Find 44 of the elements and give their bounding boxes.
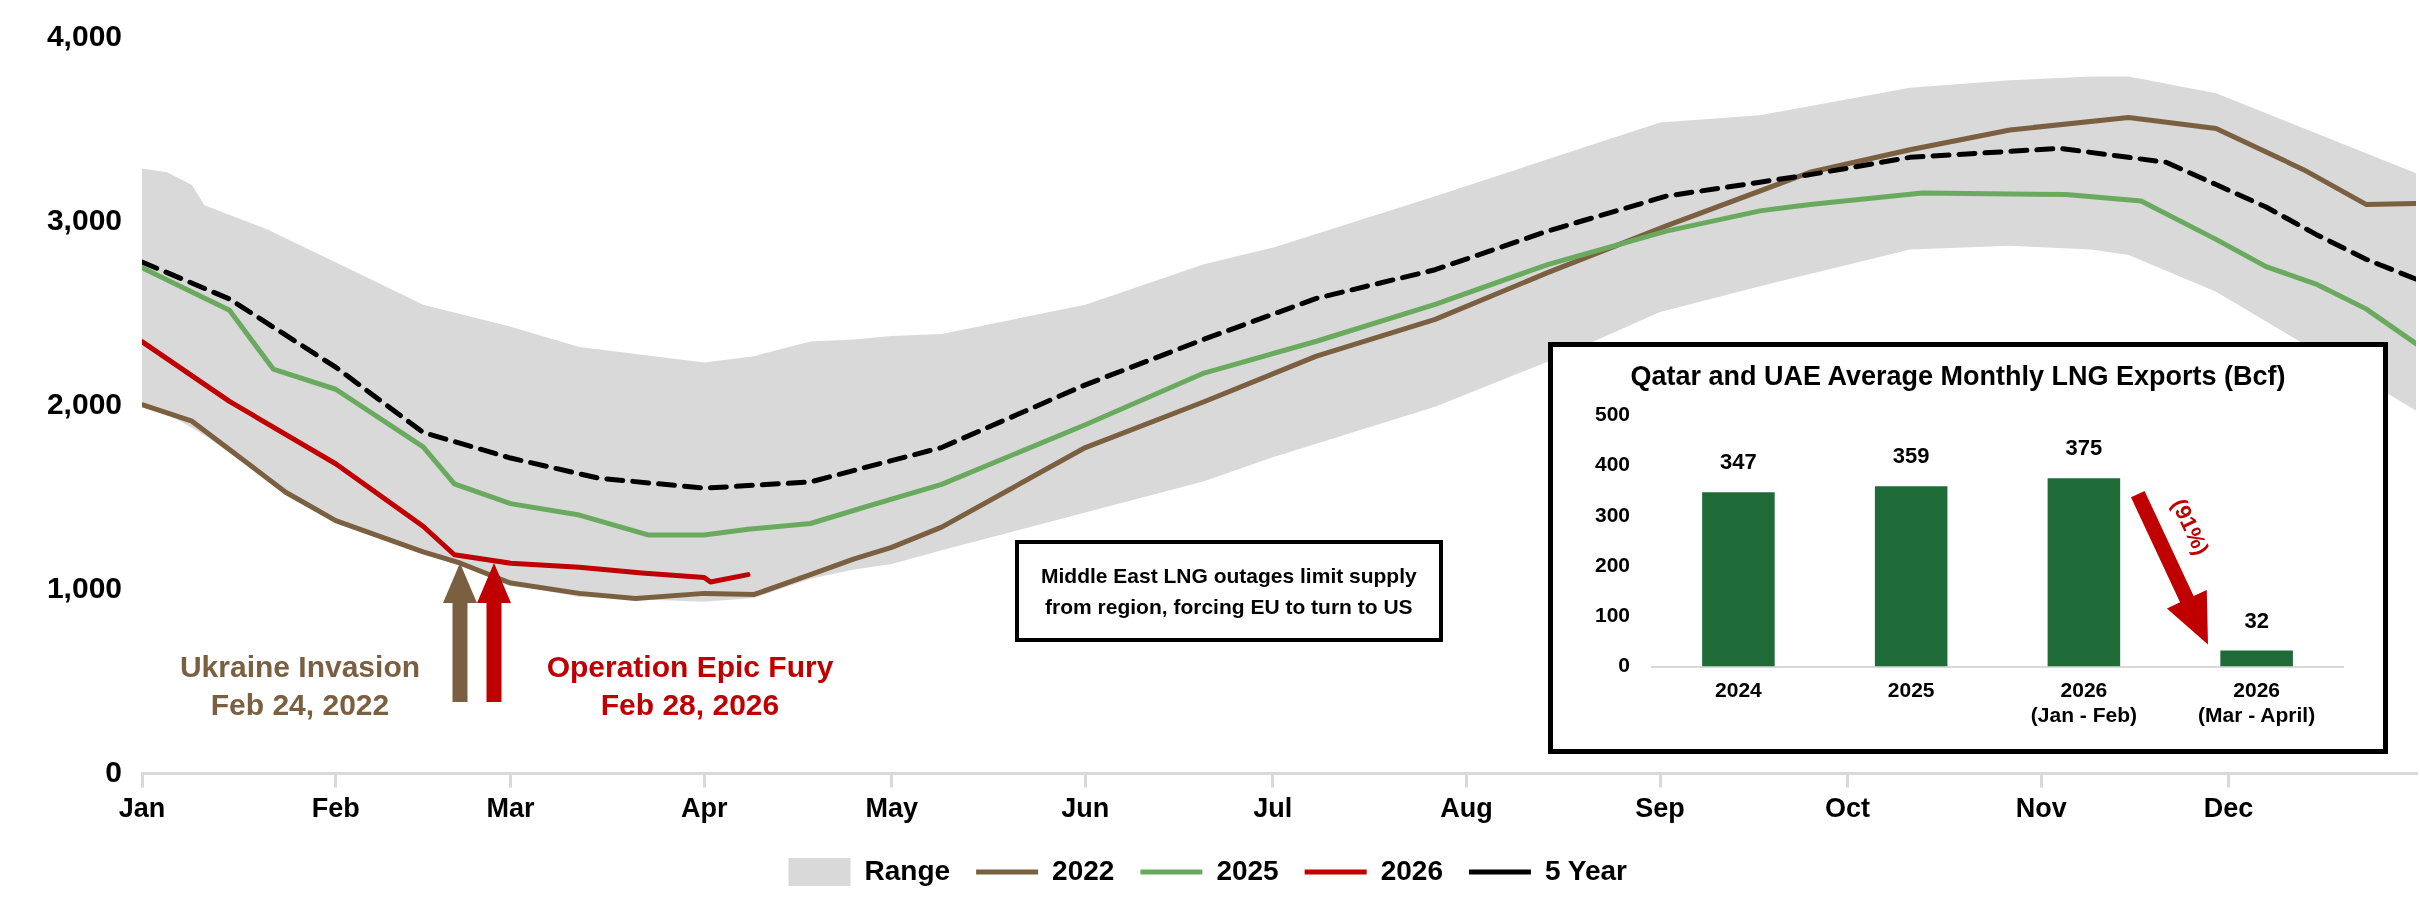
y-tick-label: 4,000: [46, 19, 122, 53]
legend-label: 2025: [1216, 854, 1279, 886]
x-tick-label: Jun: [1061, 793, 1110, 824]
x-tick-label: Jul: [1253, 793, 1293, 824]
x-tick-label: Mar: [486, 793, 536, 824]
y-tick-label: 0: [105, 754, 122, 788]
data-label: 375: [2065, 435, 2103, 461]
y-tick-label: 3,000: [46, 203, 122, 237]
bar: [1874, 486, 1948, 667]
annotation: Ukraine Invasion Feb 24, 2022: [178, 649, 422, 723]
x-tick-label: 2026 (Mar - April): [2198, 678, 2316, 727]
y-tick-label: 400: [1594, 452, 1631, 476]
y-tick-label: 2,000: [46, 387, 122, 421]
bar: [2220, 650, 2293, 667]
x-tick-label: Jan: [118, 793, 166, 824]
legend-label: Range: [864, 854, 951, 886]
x-tick-label: 2024: [1715, 678, 1763, 701]
chart-title: Qatar and UAE Average Monthly LNG Exports (Bcf): [1630, 360, 2286, 391]
x-tick-label: Feb: [311, 793, 360, 824]
legend-label: 5 Year: [1544, 854, 1628, 886]
annotation: Middle East LNG outages limit supply from region, forcing EU to turn to US: [1015, 540, 1443, 642]
x-tick-label: Dec: [2203, 793, 2254, 824]
legend-label: 2026: [1380, 854, 1443, 886]
y-tick-label: 100: [1594, 603, 1631, 627]
y-tick-label: 200: [1594, 552, 1631, 576]
y-tick-label: 300: [1594, 502, 1631, 526]
y-tick-label: 0: [1618, 653, 1631, 677]
y-tick-label: 500: [1594, 402, 1631, 426]
x-tick-label: Apr: [681, 793, 728, 824]
bar: [2047, 478, 2121, 667]
data-label: 347: [1720, 449, 1757, 475]
annotation: Operation Epic Fury Feb 28, 2026: [545, 649, 835, 723]
bar: [1702, 492, 1775, 667]
legend-label: 2022: [1052, 854, 1115, 886]
x-tick-label: Nov: [2015, 793, 2067, 824]
x-tick-label: 2025: [1887, 678, 1935, 701]
data-label: 32: [2244, 607, 2269, 633]
x-tick-label: May: [865, 793, 918, 824]
x-tick-label: Oct: [1824, 793, 1871, 824]
y-tick-label: 1,000: [46, 570, 122, 604]
x-tick-label: Aug: [1440, 793, 1493, 824]
x-tick-label: 2026 (Jan - Feb): [2030, 678, 2137, 727]
x-tick-label: Sep: [1635, 793, 1685, 824]
data-label: 359: [1892, 443, 1930, 469]
